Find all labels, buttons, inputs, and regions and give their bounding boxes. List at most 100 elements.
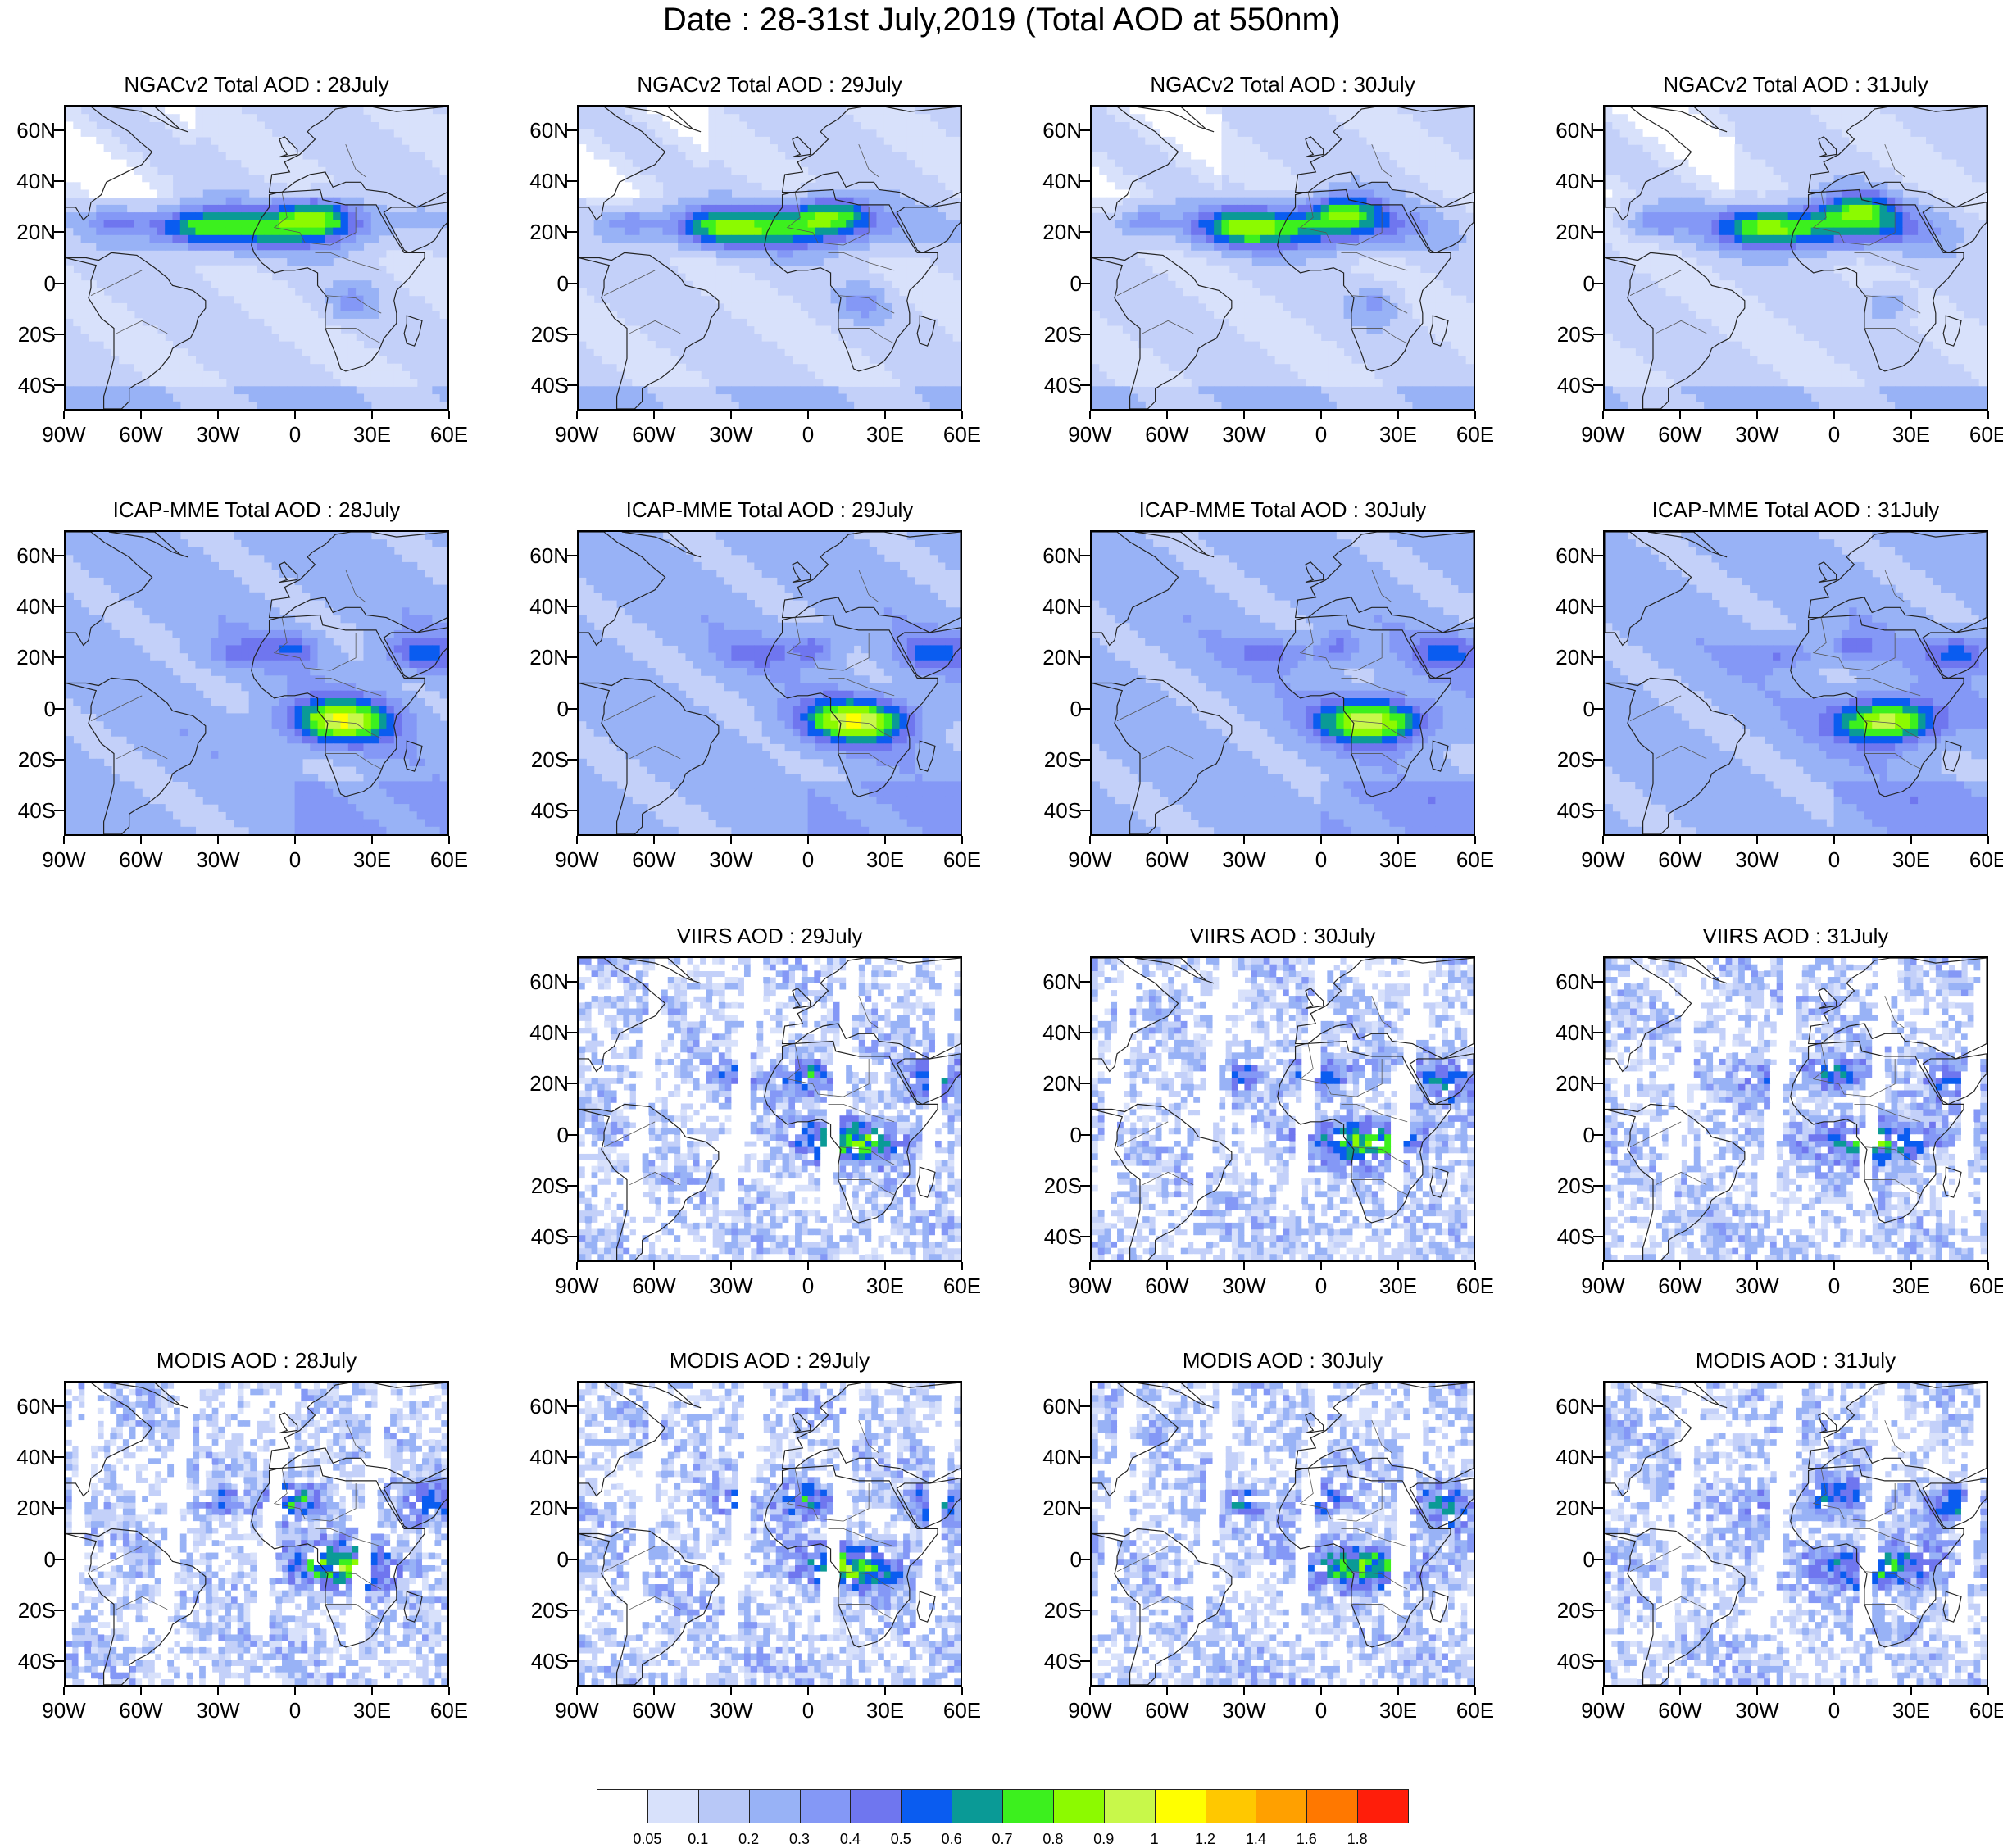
lat-tick-label: 0 (1026, 1124, 1082, 1146)
country-border (1116, 270, 1169, 296)
lat-tick (1593, 981, 1603, 983)
panel-title: ICAP-MME Total AOD : 30July (1090, 497, 1475, 522)
lat-tick-label: 40N (1026, 1446, 1082, 1468)
lat-tick (1080, 1456, 1090, 1459)
lon-tick (294, 1687, 296, 1695)
aod-cells (1092, 1383, 1474, 1685)
map-panel: ICAP-MME Total AOD : 28July 60N 40N 20N 0 20S… (0, 497, 468, 907)
lon-tick-label: 60W (1130, 423, 1204, 446)
lon-tick-label: 30E (335, 423, 409, 446)
coastline-africa (764, 1040, 938, 1224)
lon-tick (576, 1262, 578, 1270)
coastline-europe (268, 532, 447, 633)
aod-cells (66, 1383, 447, 1685)
coastline-arabia (1922, 1478, 1987, 1530)
lat-tick (567, 1456, 577, 1459)
panel-title: ICAP-MME Total AOD : 28July (64, 497, 449, 522)
map-area (1090, 530, 1475, 836)
lat-tick (567, 333, 577, 335)
lon-tick (1910, 411, 1912, 419)
lon-tick (1166, 836, 1168, 844)
aod-field (66, 532, 447, 834)
coastline-europe (1294, 958, 1474, 1060)
country-border (1812, 1043, 1870, 1097)
coastlines (579, 1383, 961, 1685)
lat-tick (567, 1083, 577, 1085)
colorbar-label: 0.05 (623, 1832, 672, 1846)
lon-tick-label: 30E (1874, 1699, 1948, 1722)
coastline-gb (279, 1412, 298, 1434)
lat-tick-label: 60N (1026, 971, 1082, 992)
lon-tick-label: 60E (412, 848, 486, 871)
coastline-gb (1305, 136, 1324, 158)
lat-tick (54, 129, 64, 132)
lat-tick (567, 1507, 577, 1510)
country-border (843, 1058, 870, 1097)
lat-tick (54, 180, 64, 183)
coastlines (1605, 107, 1987, 409)
coastline-greenland (1134, 958, 1215, 984)
country-border (325, 753, 382, 770)
map-panel: MODIS AOD : 31July 60N 40N 20N 0 20S 40S 90W 60W… (1539, 1348, 2003, 1758)
country-border (1142, 320, 1194, 334)
panel-title: MODIS AOD : 29July (577, 1348, 962, 1373)
country-border (325, 295, 382, 314)
lat-tick-label: 20N (1026, 1497, 1082, 1519)
aod-cells (66, 107, 447, 409)
lat-tick (1080, 1660, 1090, 1662)
lat-tick (567, 707, 577, 710)
coastline-samerica (579, 252, 720, 409)
country-border (1371, 143, 1392, 178)
lon-tick (1320, 1262, 1322, 1270)
country-border (838, 1146, 895, 1165)
lon-tick-label: 60E (925, 848, 999, 871)
country-border (1629, 1121, 1682, 1147)
lon-tick (730, 1262, 732, 1270)
lon-tick (1089, 1262, 1091, 1270)
country-border (786, 1043, 844, 1097)
lat-tick (567, 606, 577, 608)
lat-tick (1593, 1235, 1603, 1237)
coastline-greenland (1134, 1383, 1215, 1409)
map-area (1603, 956, 1988, 1262)
lat-tick (1593, 1456, 1603, 1459)
map-panel: VIIRS AOD : 29July 60N 40N 20N 0 20S 40S 90W 60W… (513, 924, 981, 1333)
colorbar-swatch (1052, 1789, 1105, 1823)
country-border (273, 192, 331, 246)
panel-title: ICAP-MME Total AOD : 31July (1603, 497, 1988, 522)
colorbar-swatch (1357, 1789, 1409, 1823)
lon-tick-label: 90W (27, 1699, 101, 1722)
lon-tick-label: 30E (848, 848, 922, 871)
colorbar-swatch (647, 1789, 699, 1823)
country-border (629, 745, 681, 760)
lat-tick (54, 384, 64, 386)
lon-tick-label: 30E (1361, 423, 1435, 446)
map-area (64, 105, 449, 411)
lat-tick-label: 40S (513, 1650, 569, 1672)
lon-tick (1243, 836, 1245, 844)
coastline-africa (764, 188, 938, 372)
coastline-europe (268, 107, 447, 208)
colorbar-label: 1.2 (1181, 1832, 1230, 1846)
lon-tick (1397, 1687, 1399, 1695)
lat-tick-label: 20S (513, 324, 569, 345)
country-border (1356, 1058, 1383, 1097)
country-border (1356, 1482, 1383, 1522)
colorbar-label: 0.8 (1029, 1832, 1078, 1846)
lon-tick-label: 0 (258, 1699, 332, 1722)
map-area (1090, 105, 1475, 411)
coastline-africa (251, 1464, 425, 1648)
lon-tick (1679, 411, 1681, 419)
map-panel: NGACv2 Total AOD : 31July 60N 40N 20N 0 20S 40… (1539, 72, 2003, 482)
coastline-europe (1807, 958, 1987, 1060)
aod-cells (1605, 1383, 1987, 1685)
lon-tick-label: 60E (925, 1274, 999, 1297)
country-border (1299, 617, 1357, 671)
coastline-arabia (896, 202, 961, 254)
lon-tick-label: 0 (771, 423, 845, 446)
lat-tick (54, 606, 64, 608)
lat-tick (567, 180, 577, 183)
colorbar-legend: 0.05 0.1 0.2 0.3 0.4 0.5 0.6 0.7 0.8 0.9 1 1.2 1.4 1.… (597, 1789, 1409, 1846)
lat-tick-label: 20N (1539, 1497, 1595, 1519)
aod-field (1605, 958, 1987, 1260)
